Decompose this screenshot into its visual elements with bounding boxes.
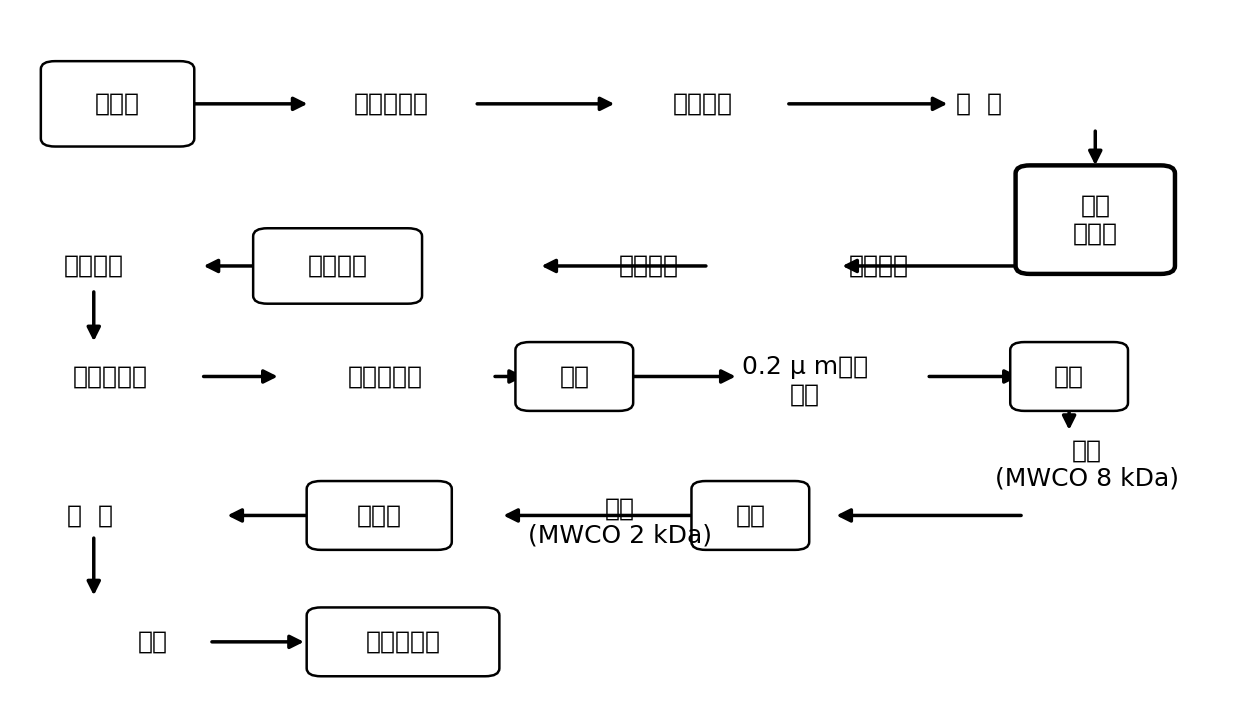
Text: 超滤
(MWCO 8 kDa): 超滤 (MWCO 8 kDa) [995, 439, 1180, 491]
Text: 冻干: 冻干 [139, 630, 169, 654]
Text: 乙醇沉淀: 乙醇沉淀 [620, 254, 679, 278]
Text: 双氧水脱色: 双氧水脱色 [73, 365, 147, 389]
Text: 苄基酯化: 苄基酯化 [849, 254, 908, 278]
Text: 肝素
季铵盐: 肝素 季铵盐 [1073, 194, 1118, 246]
Text: 滤液: 滤液 [735, 503, 766, 527]
Text: 截留液: 截留液 [357, 503, 401, 527]
FancyBboxPatch shape [307, 608, 499, 677]
Text: 季铵盐盐化: 季铵盐盐化 [353, 92, 429, 116]
Text: 碱性降解: 碱性降解 [63, 254, 124, 278]
Text: 肝素苄酯: 肝素苄酯 [307, 254, 368, 278]
FancyBboxPatch shape [515, 342, 633, 411]
FancyBboxPatch shape [41, 61, 195, 146]
Text: 0.2 μ m滤膜
过滤: 0.2 μ m滤膜 过滤 [742, 355, 869, 406]
Text: 活性炭过滤: 活性炭过滤 [348, 365, 422, 389]
Text: 滤液: 滤液 [559, 365, 590, 389]
FancyBboxPatch shape [691, 481, 809, 550]
FancyBboxPatch shape [253, 228, 422, 303]
Text: 离心洗涤: 离心洗涤 [673, 92, 732, 116]
Text: 肝素钠: 肝素钠 [95, 92, 140, 116]
Text: 依诺肝素钠: 依诺肝素钠 [366, 630, 441, 654]
FancyBboxPatch shape [307, 481, 452, 550]
FancyBboxPatch shape [1016, 165, 1175, 274]
Text: 干  燥: 干 燥 [955, 92, 1001, 116]
Text: 精  滤: 精 滤 [67, 503, 113, 527]
FancyBboxPatch shape [1010, 342, 1127, 411]
Text: 滤液: 滤液 [1054, 365, 1084, 389]
Text: 超滤
(MWCO 2 kDa): 超滤 (MWCO 2 kDa) [528, 496, 711, 548]
